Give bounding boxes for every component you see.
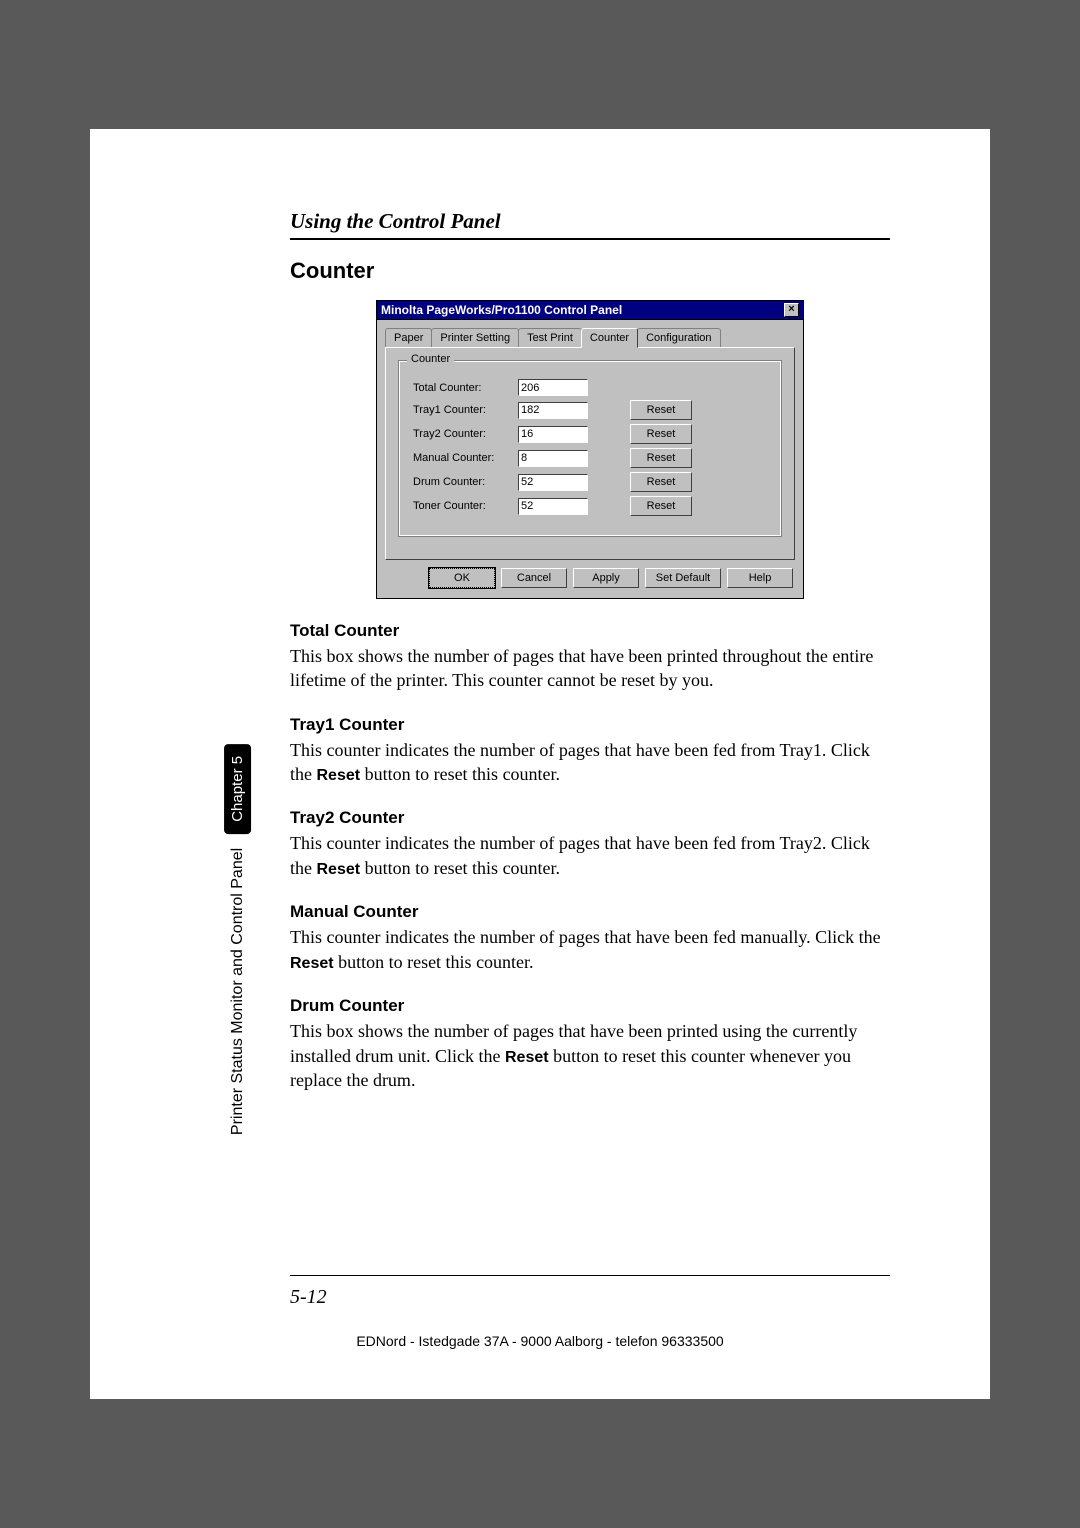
reset-drum-button[interactable]: Reset: [630, 472, 692, 492]
row-tray1: Tray1 Counter: Reset: [413, 400, 767, 420]
input-tray1[interactable]: [518, 402, 588, 419]
page-number: 5-12: [290, 1275, 890, 1309]
label-tray2: Tray2 Counter:: [413, 428, 518, 440]
help-button[interactable]: Help: [727, 568, 793, 588]
label-tray1: Tray1 Counter:: [413, 404, 518, 416]
input-manual[interactable]: [518, 450, 588, 467]
tabs: Paper Printer Setting Test Print Counter…: [385, 328, 795, 348]
p-tray1: This counter indicates the number of pag…: [290, 738, 890, 787]
tab-paper[interactable]: Paper: [385, 328, 432, 348]
chapter-pill: Chapter 5: [225, 743, 252, 833]
p-tray2: This counter indicates the number of pag…: [290, 831, 890, 880]
dialog-button-row: OK Cancel Apply Set Default Help: [385, 568, 795, 588]
p-total: This box shows the number of pages that …: [290, 644, 890, 693]
p-drum: This box shows the number of pages that …: [290, 1019, 890, 1092]
row-tray2: Tray2 Counter: Reset: [413, 424, 767, 444]
label-drum: Drum Counter:: [413, 476, 518, 488]
h2-drum: Drum Counter: [290, 996, 890, 1016]
input-tray2[interactable]: [518, 426, 588, 443]
reset-tray1-button[interactable]: Reset: [630, 400, 692, 420]
tab-printer-setting[interactable]: Printer Setting: [431, 328, 519, 348]
running-head: Using the Control Panel: [290, 209, 890, 240]
close-icon[interactable]: ×: [784, 303, 799, 317]
tab-counter[interactable]: Counter: [581, 328, 638, 348]
set-default-button[interactable]: Set Default: [645, 568, 721, 588]
label-total: Total Counter:: [413, 382, 518, 394]
reset-manual-button[interactable]: Reset: [630, 448, 692, 468]
dialog-titlebar: Minolta PageWorks/Pro1100 Control Panel …: [376, 300, 804, 319]
input-total[interactable]: [518, 379, 588, 396]
groupbox-title: Counter: [407, 353, 454, 365]
tab-configuration[interactable]: Configuration: [637, 328, 720, 348]
dialog-screenshot: Minolta PageWorks/Pro1100 Control Panel …: [376, 300, 804, 599]
counter-groupbox: Counter Total Counter: Tray1 Counter: Re…: [398, 360, 782, 537]
dialog-title: Minolta PageWorks/Pro1100 Control Panel: [381, 303, 622, 317]
input-drum[interactable]: [518, 474, 588, 491]
label-toner: Toner Counter:: [413, 500, 518, 512]
cancel-button[interactable]: Cancel: [501, 568, 567, 588]
h2-manual: Manual Counter: [290, 902, 890, 922]
apply-button[interactable]: Apply: [573, 568, 639, 588]
h2-tray1: Tray1 Counter: [290, 715, 890, 735]
tab-panel: Counter Total Counter: Tray1 Counter: Re…: [385, 347, 795, 560]
row-toner: Toner Counter: Reset: [413, 496, 767, 516]
side-tab: Printer Status Monitor and Control Panel…: [225, 724, 251, 1154]
row-total: Total Counter:: [413, 379, 767, 396]
label-manual: Manual Counter:: [413, 452, 518, 464]
p-manual: This counter indicates the number of pag…: [290, 925, 890, 974]
ok-button[interactable]: OK: [429, 568, 495, 588]
dialog-body: Paper Printer Setting Test Print Counter…: [376, 319, 804, 599]
row-manual: Manual Counter: Reset: [413, 448, 767, 468]
footer: EDNord - Istedgade 37A - 9000 Aalborg - …: [90, 1333, 990, 1349]
tab-test-print[interactable]: Test Print: [518, 328, 582, 348]
input-toner[interactable]: [518, 498, 588, 515]
section-heading: Counter: [290, 258, 890, 284]
page: Printer Status Monitor and Control Panel…: [90, 129, 990, 1399]
reset-tray2-button[interactable]: Reset: [630, 424, 692, 444]
row-drum: Drum Counter: Reset: [413, 472, 767, 492]
h2-total: Total Counter: [290, 621, 890, 641]
h2-tray2: Tray2 Counter: [290, 808, 890, 828]
reset-toner-button[interactable]: Reset: [630, 496, 692, 516]
side-tab-text: Printer Status Monitor and Control Panel: [229, 847, 247, 1134]
